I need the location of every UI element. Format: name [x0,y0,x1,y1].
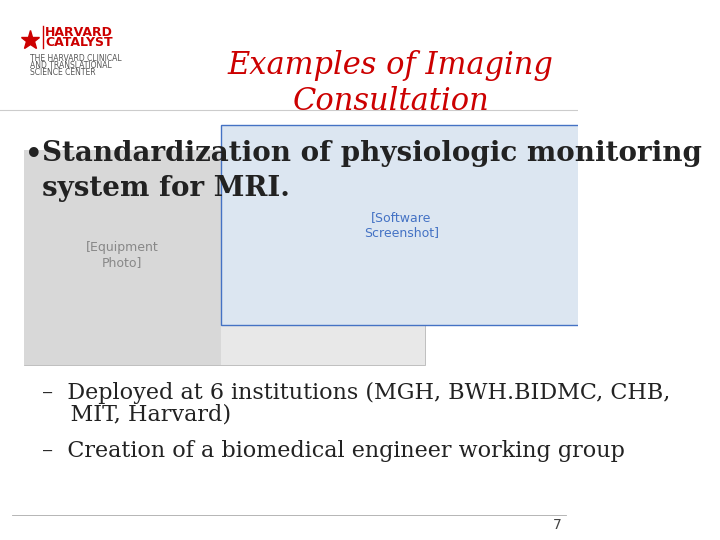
Text: –  Creation of a biomedical engineer working group: – Creation of a biomedical engineer work… [42,440,625,462]
Text: [Equipment
Photo]: [Equipment Photo] [86,241,158,269]
Text: [Software
Screenshot]: [Software Screenshot] [364,211,438,239]
Text: 7: 7 [553,518,562,532]
FancyBboxPatch shape [24,150,221,365]
Text: Examples of Imaging
Consultation: Examples of Imaging Consultation [228,50,554,117]
Text: CATALYST: CATALYST [45,36,112,49]
Text: AND TRANSLATIONAL: AND TRANSLATIONAL [30,61,112,70]
FancyBboxPatch shape [221,125,582,325]
Text: Standardization of physiologic monitoring
system for MRI.: Standardization of physiologic monitorin… [42,140,701,202]
Text: HARVARD: HARVARD [45,25,113,38]
Text: SCIENCE CENTER: SCIENCE CENTER [30,68,96,77]
Text: •: • [24,140,44,172]
Text: THE HARVARD CLINICAL: THE HARVARD CLINICAL [30,54,122,63]
Text: MIT, Harvard): MIT, Harvard) [42,404,231,426]
FancyBboxPatch shape [24,150,426,365]
Text: –  Deployed at 6 institutions (MGH, BWH.BIDMC, CHB,: – Deployed at 6 institutions (MGH, BWH.B… [42,382,670,404]
